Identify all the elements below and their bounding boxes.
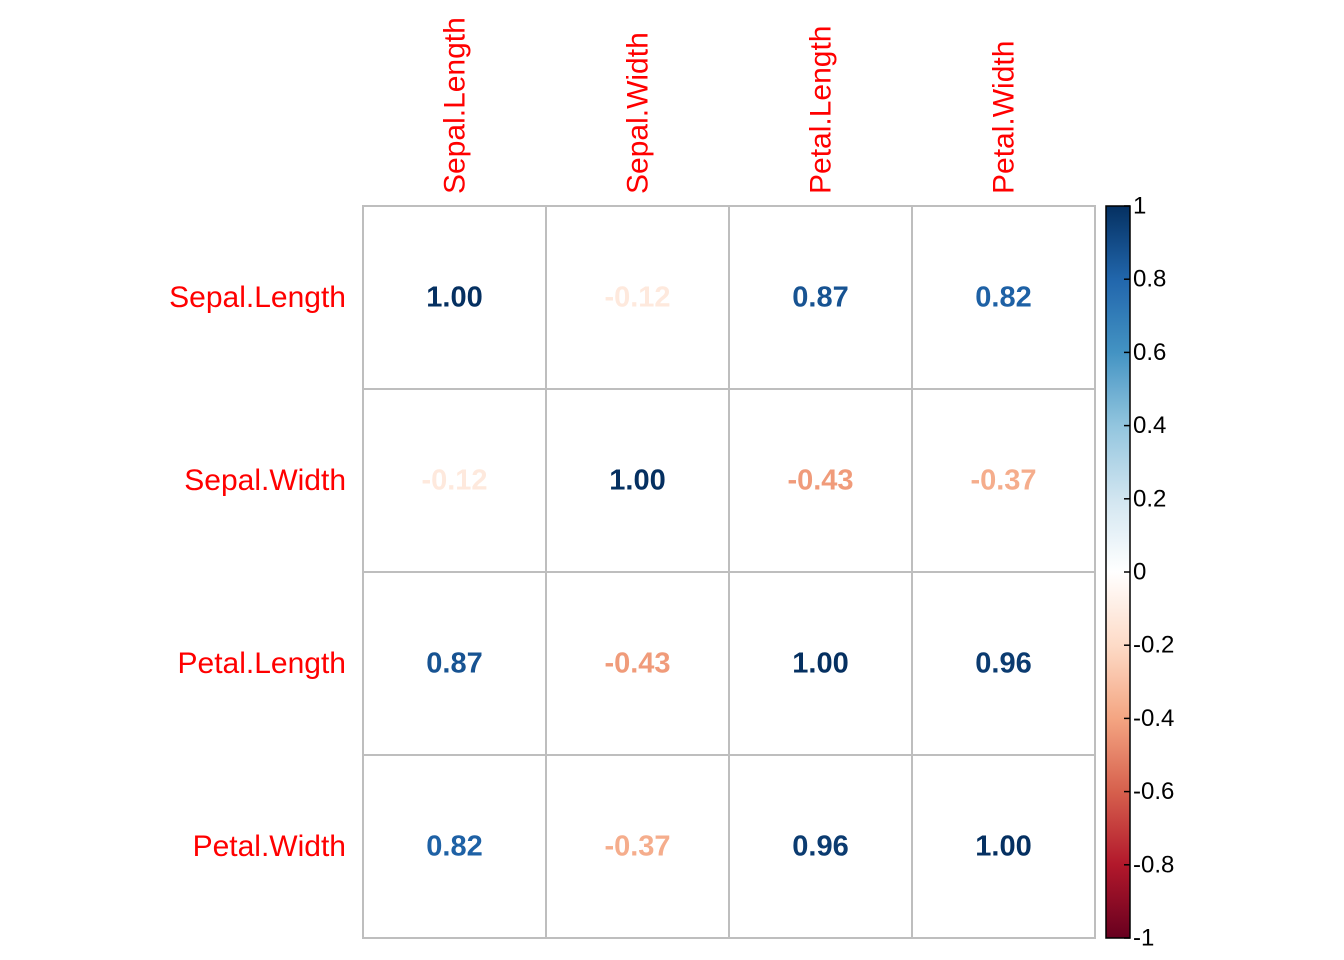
matrix-cell: -0.37 [545,754,730,939]
matrix-cell: 0.96 [728,754,913,939]
color-bar-tick-label: -0.6 [1133,778,1174,805]
matrix-cell: 0.82 [911,205,1096,390]
row-label: Sepal.Width [184,464,346,497]
row-label: Petal.Length [178,647,346,680]
color-bar-tick-label: -1 [1133,925,1154,952]
color-bar-tick-label: -0.8 [1133,851,1174,878]
color-bar-tick-label: 0.6 [1133,339,1166,366]
matrix-cell: -0.12 [362,388,547,573]
cell-value: 0.87 [426,648,482,680]
cell-value: -0.12 [604,282,670,314]
matrix-cell: 1.00 [362,205,547,390]
cell-value: -0.37 [604,831,670,863]
cell-value: 0.82 [426,831,482,863]
cell-value: -0.43 [787,465,853,497]
cell-value: 1.00 [975,831,1031,863]
matrix-cell: -0.37 [911,388,1096,573]
color-bar-tick-label: 0.8 [1133,266,1166,293]
cell-value: 0.96 [792,831,848,863]
matrix-cell: 1.00 [728,571,913,756]
cell-value: 1.00 [426,282,482,314]
color-bar-tick-label: 0.4 [1133,412,1166,439]
matrix-cell: 0.87 [362,571,547,756]
cell-value: -0.43 [604,648,670,680]
cell-value: 1.00 [792,648,848,680]
matrix-cell: 0.87 [728,205,913,390]
color-legend: 1 0.8 0.6 0.4 0.2 0 -0.2 -0.4 -0.6 -0.8 -1 [1105,193,1174,952]
color-bar-tick-label: -0.4 [1133,705,1174,732]
cell-value: -0.12 [421,465,487,497]
cell-value: 0.96 [975,648,1031,680]
correlation-matrix: 1.00 -0.12 0.87 0.82 -0.12 1.00 -0.43 -0.37 0.87… [362,205,1096,939]
cell-value: 0.82 [975,282,1031,314]
column-label: Sepal.Width [622,32,655,194]
matrix-cell: 1.00 [545,388,730,573]
color-bar-tick-label: -0.2 [1133,632,1174,659]
color-bar-tick-label: 0.2 [1133,485,1166,512]
matrix-cell: 1.00 [911,754,1096,939]
cell-value: 0.87 [792,282,848,314]
matrix-cell: -0.43 [545,571,730,756]
column-label: Sepal.Length [439,17,472,194]
row-label: Petal.Width [193,830,346,863]
cell-value: 1.00 [609,465,665,497]
column-label: Petal.Length [805,26,838,194]
column-labels: Sepal.Length Sepal.Width Petal.Length Petal… [439,17,1021,194]
cell-value: -0.37 [970,465,1036,497]
cell-border [911,754,1096,939]
matrix-cell: -0.12 [545,205,730,390]
color-bar-tick-label: 1 [1133,193,1146,220]
column-label: Petal.Width [988,41,1021,194]
row-labels: Sepal.Length Sepal.Width Petal.Length Petal… [169,281,346,863]
matrix-cell: 0.82 [362,754,547,939]
matrix-cell: 0.96 [911,571,1096,756]
matrix-cell: -0.43 [728,388,913,573]
row-label: Sepal.Length [169,281,346,314]
color-bar-tick-label: 0 [1133,559,1146,586]
